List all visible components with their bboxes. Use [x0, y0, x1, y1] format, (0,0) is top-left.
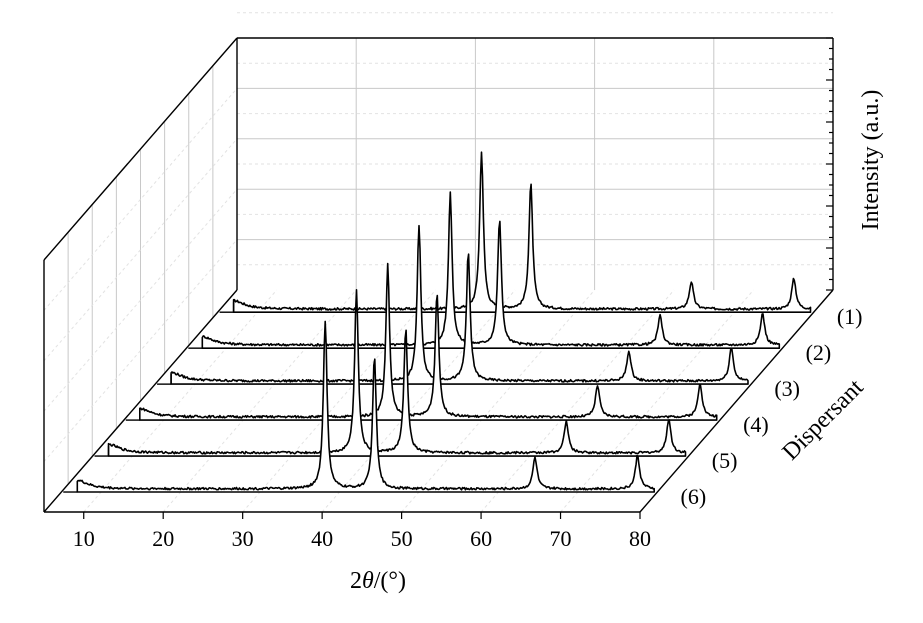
series-line: [201, 191, 781, 349]
grid-line-minor: [560, 289, 754, 513]
grid-line-minor: [43, 239, 238, 462]
x-tick-label: 20: [152, 526, 174, 551]
series-label: (6): [681, 484, 707, 509]
grid-line-minor: [43, 138, 238, 362]
y-axis-label: Intensity (a.u.): [858, 90, 884, 231]
x-tick-label: 10: [73, 526, 95, 551]
frame-line: [43, 289, 238, 513]
grid-line-minor: [321, 289, 516, 513]
series-line: [139, 262, 718, 421]
x-axis-label-suffix: /(°): [374, 568, 406, 594]
axes-frame: [43, 37, 834, 513]
traces: [63, 151, 812, 493]
grid-line-minor: [401, 289, 595, 513]
grid-line-minor: [43, 88, 238, 311]
x-axis-label: 2θ/(°): [350, 568, 406, 594]
x-axis-label-theta: θ: [362, 568, 374, 594]
grid-line-minor: [162, 289, 357, 513]
x-ticks: 10 20 30 40 50 60 70 80: [73, 512, 651, 551]
x-tick-label: 80: [629, 526, 651, 551]
x-tick-label: 50: [391, 526, 413, 551]
series-line: [76, 320, 655, 493]
series-line: [232, 151, 812, 313]
x-tick-label: 40: [311, 526, 333, 551]
x-tick-label: 60: [470, 526, 492, 551]
series-label: (3): [774, 376, 800, 401]
series-line: [107, 289, 687, 457]
grid-line-minor: [43, 188, 238, 412]
x-tick-label: 30: [232, 526, 254, 551]
x-tick-label: 70: [550, 526, 572, 551]
x-axis-label-prefix: 2: [350, 568, 362, 594]
grid-line-minor: [242, 289, 437, 513]
series-label: (2): [806, 340, 832, 365]
frame-line: [639, 289, 834, 513]
grid-line-minor: [480, 289, 675, 513]
series-label: (4): [743, 412, 769, 437]
series-label: (1): [837, 304, 863, 329]
series-label: (5): [712, 448, 738, 473]
frame-line: [43, 37, 238, 261]
series-line: [170, 224, 749, 385]
series-labels: (1)(2)(3)(4)(5)(6): [681, 304, 863, 509]
grid: [43, 12, 834, 513]
grid-line-minor: [83, 289, 278, 513]
